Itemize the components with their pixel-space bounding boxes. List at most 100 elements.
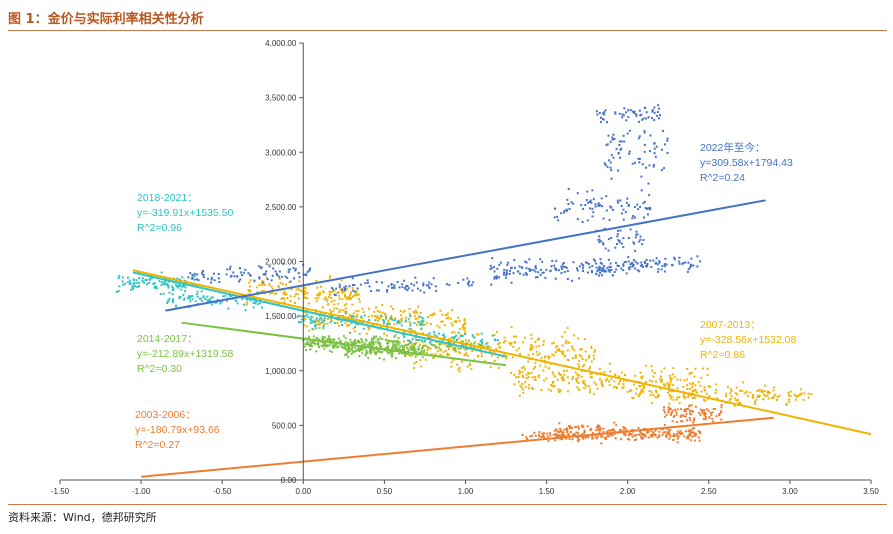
scatter-point xyxy=(576,218,579,221)
scatter-point xyxy=(195,278,198,281)
scatter-point xyxy=(592,258,595,261)
scatter-point xyxy=(661,148,663,151)
scatter-point xyxy=(566,270,569,272)
scatter-point xyxy=(430,283,433,286)
scatter-point xyxy=(676,437,679,440)
scatter-point xyxy=(371,337,374,340)
scatter-point xyxy=(666,433,669,436)
scatter-point xyxy=(429,347,432,350)
scatter-point xyxy=(323,347,326,350)
regression-label-3: R^2=0.96 xyxy=(137,222,182,234)
scatter-point xyxy=(609,266,612,268)
scatter-point xyxy=(549,432,551,435)
scatter-point xyxy=(568,341,571,344)
scatter-point xyxy=(608,380,610,383)
scatter-point xyxy=(357,310,360,312)
scatter-point xyxy=(418,315,421,318)
scatter-point xyxy=(639,391,642,394)
scatter-point xyxy=(275,272,278,275)
scatter-point xyxy=(399,310,402,313)
scatter-point xyxy=(565,428,568,431)
scatter-point xyxy=(490,354,493,357)
scatter-point xyxy=(571,438,574,441)
scatter-point xyxy=(606,165,609,168)
scatter-point xyxy=(659,387,662,390)
scatter-point xyxy=(612,156,615,159)
scatter-point xyxy=(527,360,530,363)
scatter-point xyxy=(640,390,643,393)
scatter-point xyxy=(527,383,530,386)
scatter-point xyxy=(498,341,501,344)
scatter-point xyxy=(330,351,333,353)
scatter-point xyxy=(115,290,118,293)
scatter-point xyxy=(663,406,665,409)
scatter-point xyxy=(288,281,291,284)
scatter-point xyxy=(658,435,661,438)
scatter-point xyxy=(255,286,258,289)
scatter-point xyxy=(640,376,643,379)
scatter-point xyxy=(283,290,286,293)
scatter-point xyxy=(380,345,382,348)
scatter-point xyxy=(589,207,592,210)
scatter-point xyxy=(591,431,594,434)
scatter-point xyxy=(352,319,355,322)
scatter-point xyxy=(318,338,321,341)
scatter-point xyxy=(364,282,367,285)
scatter-point xyxy=(179,296,182,299)
scatter-point xyxy=(510,372,513,374)
scatter-point xyxy=(626,132,629,135)
scatter-point xyxy=(735,386,738,389)
scatter-point xyxy=(449,317,452,320)
scatter-point xyxy=(311,327,314,330)
scatter-point xyxy=(617,151,620,154)
scatter-point xyxy=(341,298,344,301)
scatter-point xyxy=(643,200,646,203)
scatter-point xyxy=(467,339,470,342)
x-tick-label: -1.00 xyxy=(132,487,151,496)
scatter-point xyxy=(598,238,601,241)
scatter-point xyxy=(132,283,135,286)
scatter-point xyxy=(704,416,707,419)
scatter-point xyxy=(358,293,360,296)
scatter-point xyxy=(668,437,671,440)
scatter-point xyxy=(538,344,541,347)
scatter-point xyxy=(212,272,215,275)
scatter-point xyxy=(493,359,496,362)
scatter-point xyxy=(386,322,389,325)
scatter-point xyxy=(464,348,467,351)
scatter-point xyxy=(711,417,714,420)
scatter-point xyxy=(305,343,308,346)
scatter-point xyxy=(600,442,603,445)
scatter-point xyxy=(171,301,174,304)
scatter-point xyxy=(298,321,300,323)
scatter-point xyxy=(583,430,586,433)
scatter-point xyxy=(416,317,419,320)
scatter-point xyxy=(294,269,297,272)
scatter-point xyxy=(317,321,320,324)
scatter-point xyxy=(201,271,204,274)
scatter-point xyxy=(328,337,331,340)
scatter-point xyxy=(293,295,296,298)
scatter-point xyxy=(618,140,621,143)
scatter-point xyxy=(337,302,340,305)
scatter-point xyxy=(532,352,535,355)
scatter-point xyxy=(303,292,305,295)
scatter-point xyxy=(189,272,192,275)
trendline-1 xyxy=(132,269,872,436)
scatter-point xyxy=(588,356,590,359)
scatter-point xyxy=(647,207,650,210)
scatter-point xyxy=(446,352,449,355)
scatter-point xyxy=(618,112,621,115)
scatter-point xyxy=(444,349,447,352)
scatter-point xyxy=(362,311,365,314)
scatter-point xyxy=(590,360,593,363)
scatter-point xyxy=(594,429,597,432)
scatter-point xyxy=(515,349,518,352)
scatter-point xyxy=(692,431,695,434)
scatter-point xyxy=(565,339,568,342)
scatter-point xyxy=(671,373,674,376)
source-rule xyxy=(8,504,887,505)
scatter-point xyxy=(601,242,604,245)
scatter-point xyxy=(294,268,297,271)
scatter-point xyxy=(522,391,525,394)
